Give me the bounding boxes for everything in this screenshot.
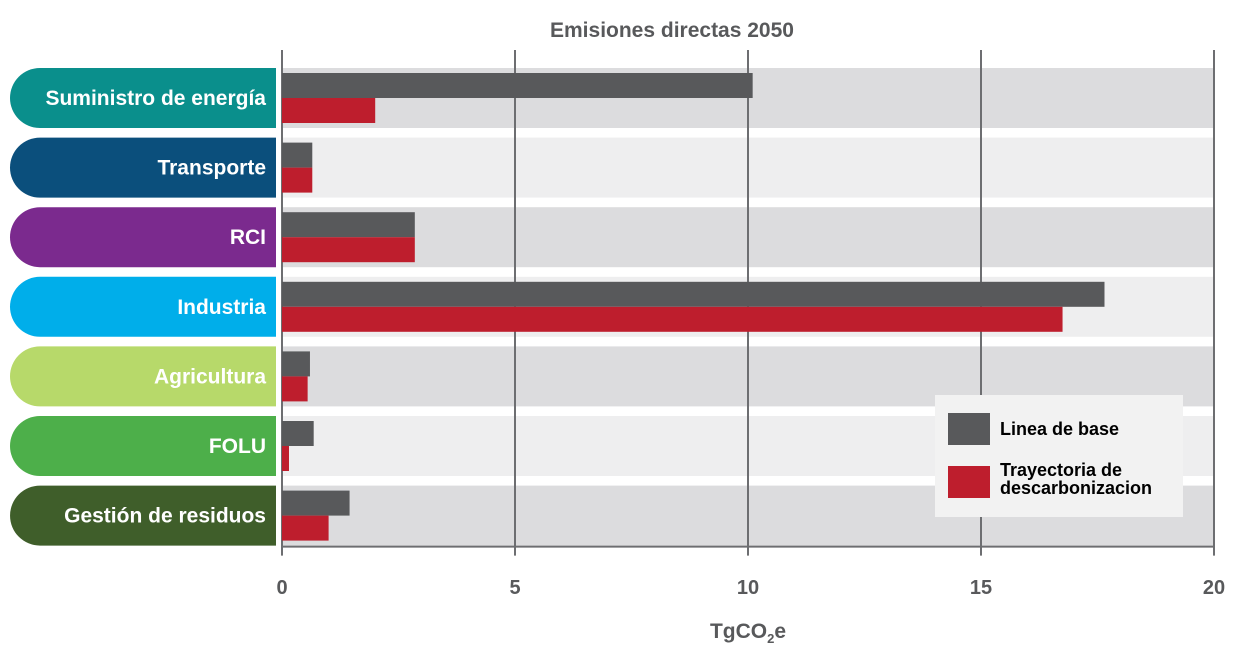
- legend: Linea de base Trayectoria de descarboniz…: [935, 395, 1183, 517]
- category-labels: Suministro de energía Transporte RCI Indust…: [9, 68, 277, 546]
- bar-linea-de-base-transporte: [282, 142, 313, 168]
- bar-trayectoria-de-descarbonizacion-folu: [282, 446, 289, 471]
- bar-linea-de-base-rci: [282, 212, 415, 238]
- x-tick-label: 15: [970, 577, 992, 599]
- x-axis-label-subscript: 2: [767, 631, 774, 646]
- category-pill-folu: [10, 416, 276, 476]
- bar-trayectoria-de-descarbonizacion-suministro-de-energia: [282, 98, 376, 123]
- bars: [282, 73, 1105, 541]
- bar-linea-de-base-gestion-de-residuos: [282, 490, 350, 516]
- category-label-agricultura: Agricultura: [154, 365, 266, 388]
- category-pill-suministro-de-energia: [10, 68, 276, 128]
- bar-trayectoria-de-descarbonizacion-industria: [282, 306, 1063, 332]
- legend-label-baseline: Linea de base: [1000, 419, 1119, 439]
- legend-label-decarbonization-line2: descarbonizacion: [1000, 478, 1152, 498]
- category-label-gestion-de-residuos: Gestión de residuos: [64, 505, 266, 528]
- bar-linea-de-base-folu: [282, 421, 314, 446]
- bar-trayectoria-de-descarbonizacion-transporte: [282, 167, 313, 193]
- category-pill-rci: [9, 207, 276, 268]
- bar-linea-de-base-agricultura: [282, 351, 310, 377]
- legend-label-decarbonization: Trayectoria de descarbonizacion: [1000, 460, 1152, 498]
- category-label-suministro-de-energia: Suministro de energía: [45, 87, 266, 110]
- bar-linea-de-base-suministro-de-energia: [282, 73, 753, 98]
- x-axis-label-main: TgCO: [710, 620, 767, 643]
- x-axis-label: TgCO2e: [710, 620, 786, 646]
- category-pill-industria: [10, 276, 277, 337]
- legend-label-decarbonization-line1: Trayectoria de: [1000, 460, 1122, 480]
- x-tick-labels: 0 5 10 15 20: [276, 577, 1225, 599]
- category-pill-gestion-de-residuos: [10, 485, 276, 546]
- category-pill-agricultura: [10, 346, 277, 407]
- category-label-rci: RCI: [230, 226, 266, 249]
- x-tick-label: 5: [509, 577, 520, 599]
- category-label-folu: FOLU: [209, 435, 266, 458]
- bar-trayectoria-de-descarbonizacion-rci: [282, 237, 415, 263]
- x-tick-label: 10: [737, 577, 759, 599]
- x-tick-label: 20: [1203, 577, 1225, 599]
- x-axis-label-suffix: e: [774, 620, 786, 643]
- category-pill-transporte: [10, 137, 277, 198]
- x-tick-label: 0: [276, 577, 287, 599]
- bar-trayectoria-de-descarbonizacion-agricultura: [282, 376, 308, 402]
- legend-swatch-decarbonization: [948, 466, 990, 498]
- category-label-transporte: Transporte: [157, 157, 266, 180]
- chart-title: Emisiones directas 2050: [550, 19, 794, 42]
- bar-linea-de-base-industria: [282, 281, 1105, 307]
- bar-trayectoria-de-descarbonizacion-gestion-de-residuos: [282, 515, 329, 541]
- legend-swatch-baseline: [948, 413, 990, 445]
- category-label-industria: Industria: [177, 296, 266, 319]
